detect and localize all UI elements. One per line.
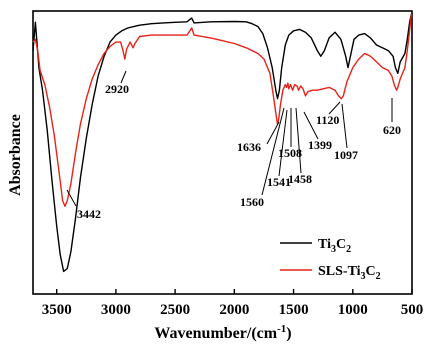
plot-frame <box>32 10 413 295</box>
annotation-1120: 1120 <box>316 113 339 127</box>
annotation-1097: 1097 <box>334 148 358 162</box>
annotation-3442: 3442 <box>77 207 101 221</box>
series-line-ti3c2 <box>32 13 413 273</box>
annotation-1541-arrow <box>278 109 288 177</box>
annotation-1097-arrow <box>341 103 348 149</box>
annotation-1636-arrow <box>266 121 280 145</box>
annotation-1560-arrow <box>261 107 285 196</box>
y-axis-title: Absorbance <box>7 114 24 196</box>
legend: Ti3C2 SLS-Ti3C2 <box>280 237 381 282</box>
x-tick-label: 2500 <box>160 302 190 318</box>
series-line-sls-ti3c2 <box>32 13 413 207</box>
annotation-1399-arrow <box>303 111 319 140</box>
annotation-620: 620 <box>383 123 401 137</box>
annotation-1636: 1636 <box>237 140 261 154</box>
annotation-layer: 2920 3442 1636 1560 1541 1508 1458 1399 … <box>66 70 401 221</box>
legend-label-sls-ti3c2: SLS-Ti3C2 <box>318 264 381 282</box>
series-layer <box>32 13 413 273</box>
annotation-1541: 1541 <box>267 175 291 189</box>
annotation-1560: 1560 <box>240 195 264 209</box>
annotation-1458: 1458 <box>288 172 312 186</box>
annotation-2920-arrow <box>120 70 127 84</box>
x-tick-label: 3000 <box>101 302 131 318</box>
x-tick-label: 1000 <box>338 302 368 318</box>
annotation-1508: 1508 <box>278 146 302 160</box>
legend-label-ti3c2: Ti3C2 <box>318 237 351 255</box>
annotation-3442-arrow <box>66 189 77 207</box>
annotation-1120-arrow <box>328 101 341 115</box>
x-tick-label: 2000 <box>219 302 249 318</box>
x-axis-title: Wavenumber/(cm-1) <box>154 323 291 342</box>
annotation-1458-arrow <box>295 107 302 174</box>
annotation-2920: 2920 <box>105 82 129 96</box>
annotation-1399: 1399 <box>308 138 332 152</box>
x-ticks: 3500 3000 2500 2000 1500 1000 500 <box>42 289 424 318</box>
x-tick-label: 3500 <box>42 302 72 318</box>
x-tick-label: 1500 <box>279 302 309 318</box>
x-tick-label: 500 <box>401 302 424 318</box>
